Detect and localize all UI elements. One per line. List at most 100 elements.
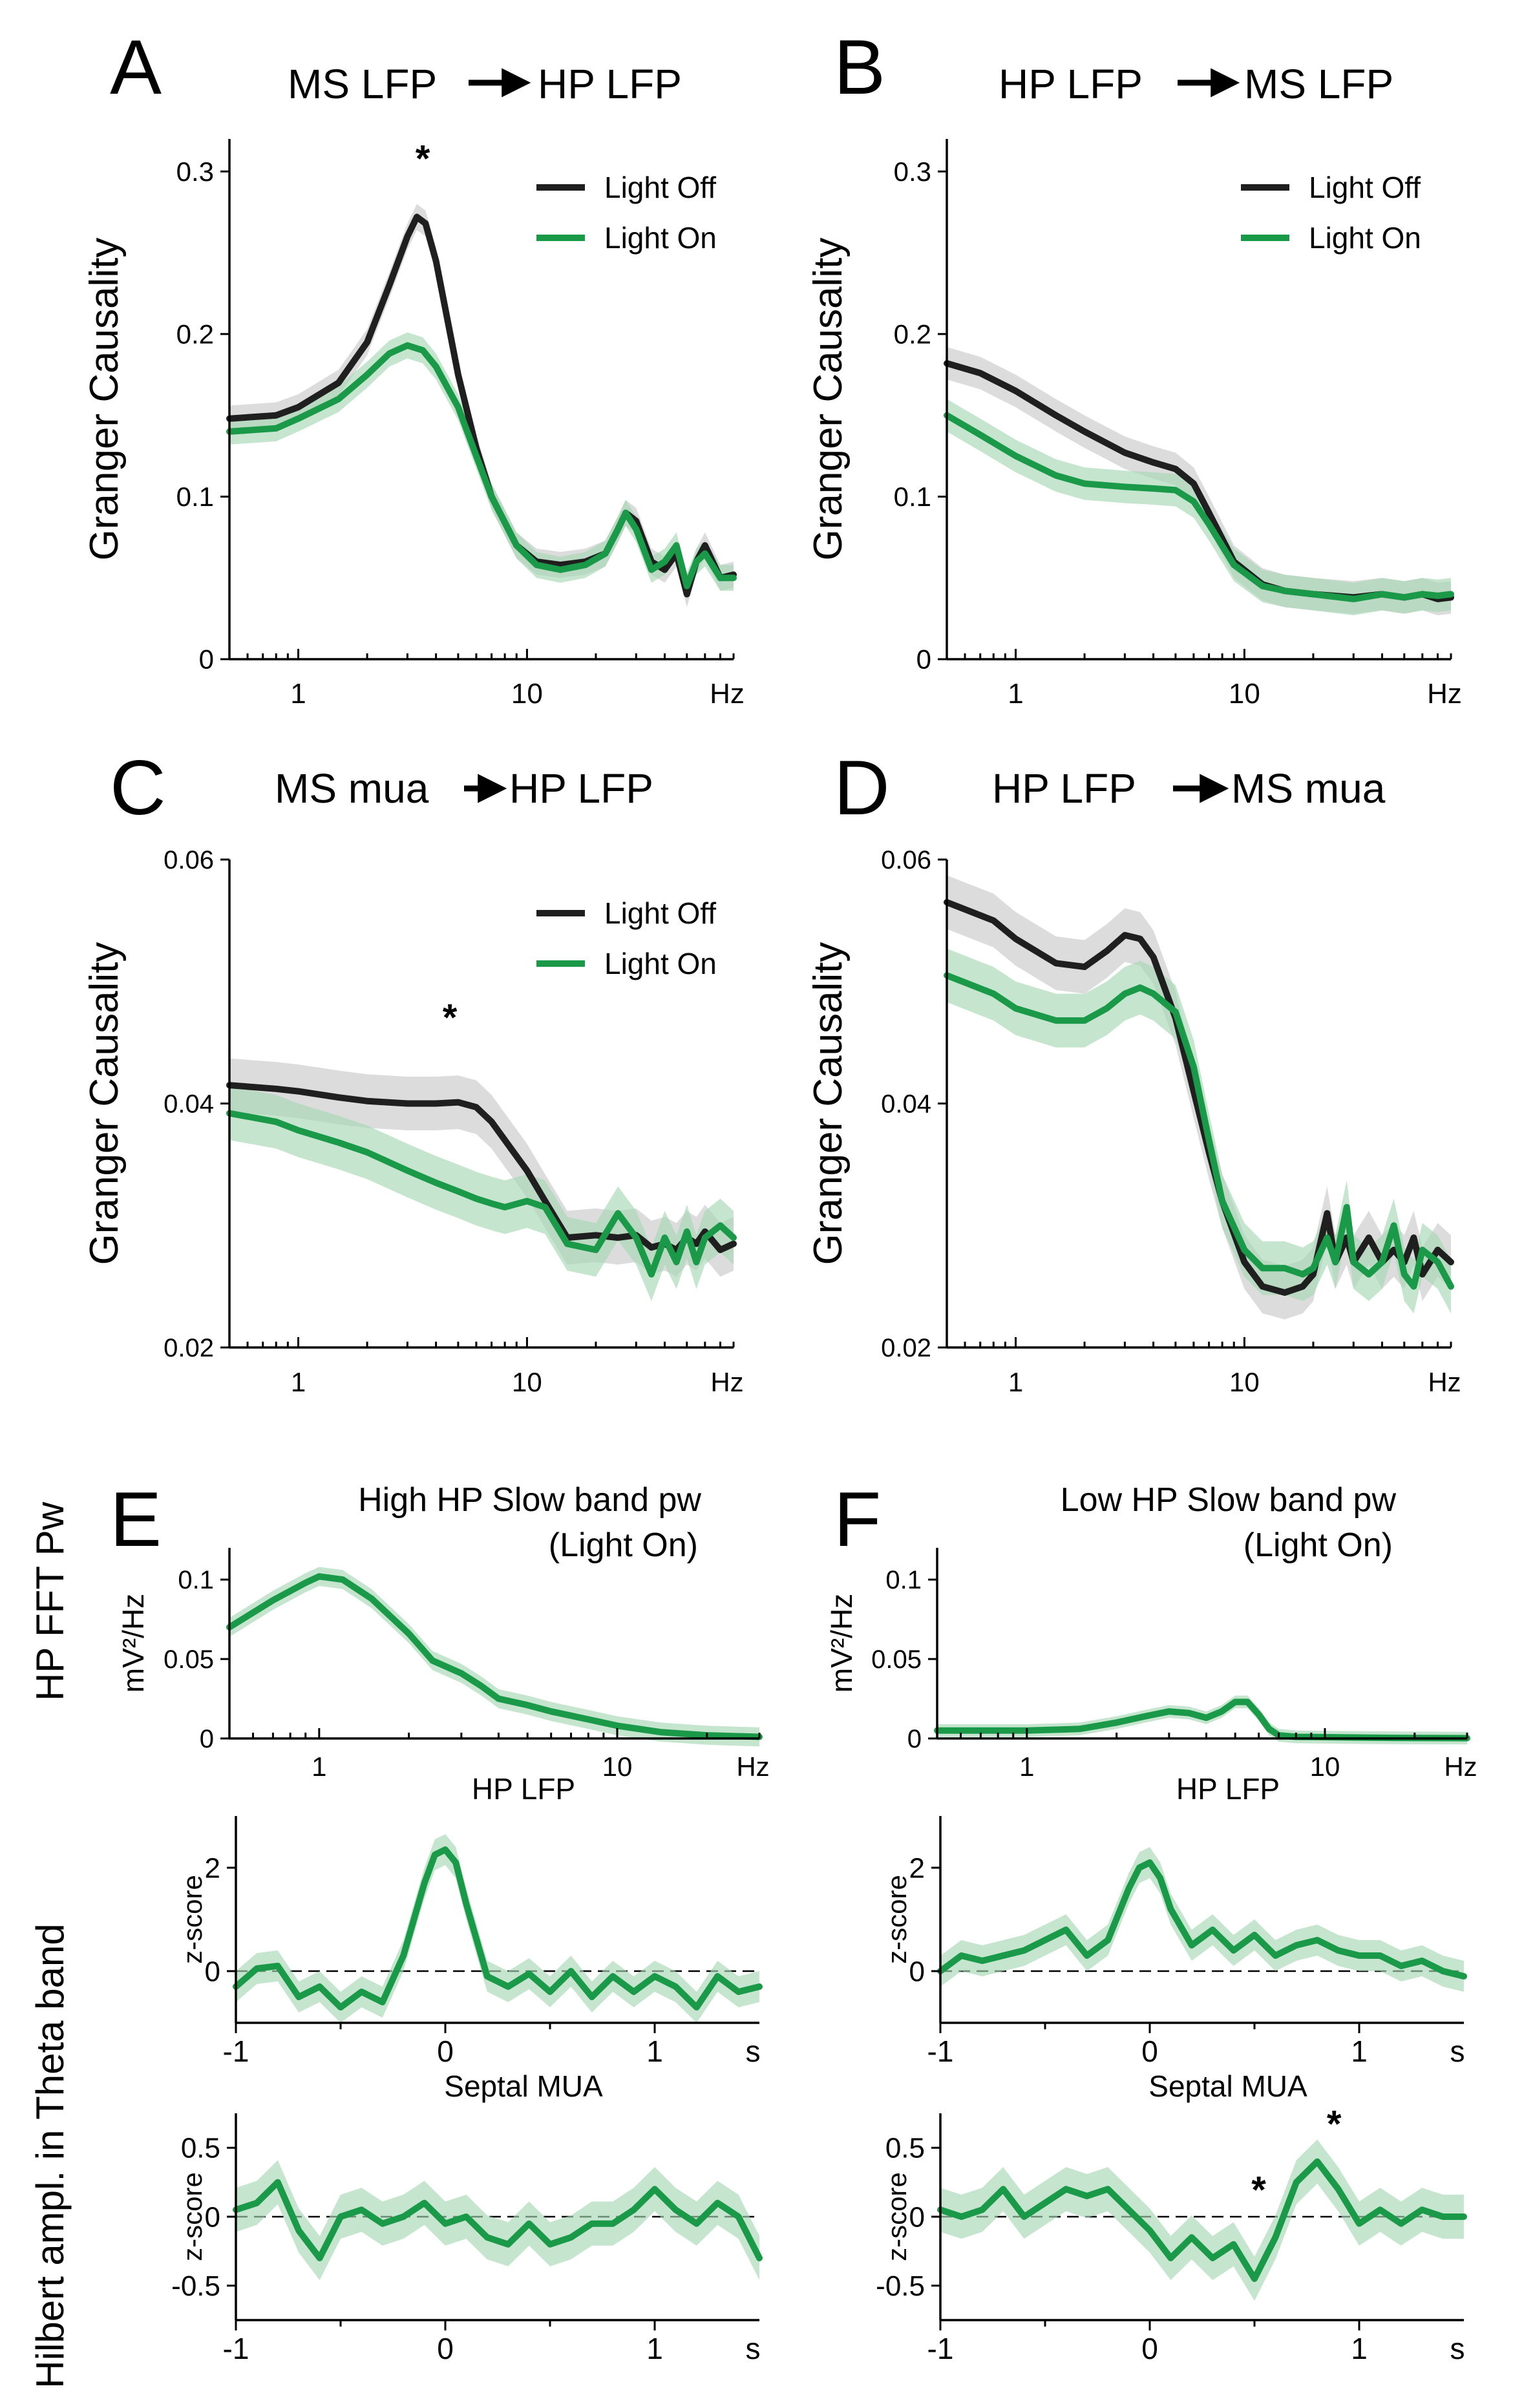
a-ytick-label: 0.1 (176, 481, 214, 512)
panel-c-title-target: HP LFP (509, 765, 653, 812)
a-significance-marker: * (416, 138, 430, 180)
a-ytick-label: 0 (199, 644, 214, 675)
c-y-axis-label: Granger Causality (82, 942, 127, 1265)
f-hp-xtick-label: -1 (927, 2034, 954, 2068)
f-fft-ytick-label: 0 (907, 1725, 922, 1753)
legend-a-label-off: Light Off (604, 171, 716, 204)
e-fft-xtick-label: 10 (602, 1751, 633, 1782)
e-fft-ytick-label: 0.1 (178, 1566, 214, 1594)
e-hp-x-unit-label: s (746, 2034, 761, 2068)
a-ytick-label: 0.2 (176, 319, 214, 350)
f-hp-ytick-label: 2 (909, 1852, 925, 1884)
e-mua-subtitle: Septal MUA (444, 2069, 603, 2103)
legend-b-label-on: Light On (1309, 221, 1421, 255)
e-mua-ytick-label: -0.5 (171, 2270, 220, 2302)
e-fft-ytick-label: 0.05 (164, 1645, 214, 1674)
f-mua-xtick-label: -1 (927, 2332, 954, 2365)
f-hp-y-axis-label: z-score (882, 1875, 912, 1964)
row-label-hilbert: Hilbert ampl. in Theta band (28, 1923, 72, 2388)
b-ytick-label: 0.2 (894, 319, 931, 350)
f-fft-y-axis-label: mV²/Hz (825, 1594, 858, 1693)
b-ytick-label: 0 (916, 644, 931, 675)
b-xtick-label: 10 (1229, 678, 1260, 710)
chart-f-septal-mua: -0.5 0 0.5 -1 0 1 s z-score Septal MUA * * (876, 2069, 1467, 2365)
legend-a-label-on: Light On (604, 221, 717, 255)
panel-f-title-line-1: Low HP Slow band pw (1061, 1481, 1397, 1519)
legend-c-label-on: Light On (604, 947, 717, 980)
e-hp-subtitle: HP LFP (472, 1772, 575, 1806)
a-line-light-off (226, 213, 737, 598)
e-hp-ytick-label: 0 (205, 1956, 220, 1987)
f-mua-x-unit-label: s (1450, 2332, 1465, 2365)
legend-a: Light Off Light On (536, 171, 717, 255)
b-y-axis-label: Granger Causality (806, 238, 851, 561)
e-mua-ytick-label: 0 (205, 2201, 220, 2233)
d-xtick-label: 10 (1229, 1367, 1260, 1397)
f-fft-xtick-label: 10 (1310, 1751, 1340, 1782)
e-fft-x-unit-label: Hz (736, 1751, 769, 1782)
panel-a-title-target: HP LFP (538, 61, 682, 107)
f-hp-subtitle: HP LFP (1176, 1772, 1280, 1806)
f-hp-xtick-label: 1 (1351, 2034, 1368, 2068)
d-line-light-off (944, 899, 1454, 1296)
d-x-unit-label: Hz (1428, 1367, 1461, 1397)
panel-letter-d: D (834, 745, 890, 831)
panel-e-title-line-1: High HP Slow band pw (358, 1481, 701, 1519)
e-mua-xtick-label: -1 (223, 2332, 249, 2365)
d-line-light-on (944, 972, 1454, 1290)
d-xtick-label: 1 (1008, 1367, 1023, 1397)
panel-f-title-line-2: (Light On) (1243, 1526, 1393, 1564)
chart-d: 0.02 0.04 0.06 1 10 Hz Granger Causality (806, 846, 1461, 1397)
e-mua-x-unit-label: s (746, 2332, 761, 2365)
e-mua-y-axis-label: z-score (177, 2172, 207, 2261)
c-xtick-label: 10 (512, 1367, 542, 1397)
f-mua-band-light-on (940, 2139, 1464, 2301)
e-mua-band-light-on (236, 2160, 759, 2281)
e-hp-xtick-label: -1 (223, 2034, 249, 2068)
c-x-unit-label: Hz (710, 1367, 743, 1397)
f-mua-ytick-label: 0.5 (885, 2133, 925, 2164)
e-hp-line-light-on (233, 1846, 763, 2011)
chart-c: 0.02 0.04 0.06 1 10 Hz Granger Causality * (82, 846, 744, 1397)
f-mua-xtick-label: 0 (1141, 2332, 1158, 2365)
chart-a: 0 0.1 0.2 0.3 1 10 Hz Granger Causality * (82, 138, 745, 710)
f-hp-x-unit-label: s (1450, 2034, 1465, 2068)
panel-b-title-source: HP LFP (999, 61, 1143, 107)
panel-a-title-source: MS LFP (288, 61, 437, 107)
a-ytick-label: 0.3 (176, 156, 214, 187)
d-y-axis-label: Granger Causality (806, 942, 851, 1265)
legend-b: Light Off Light On (1241, 171, 1421, 255)
panel-letter-c: C (110, 745, 166, 831)
d-ytick-label: 0.06 (881, 846, 931, 874)
e-fft-ytick-label: 0 (200, 1725, 214, 1753)
panel-letter-a: A (110, 24, 162, 111)
b-x-unit-label: Hz (1427, 678, 1462, 710)
e-hp-xtick-label: 1 (646, 2034, 663, 2068)
c-ytick-label: 0.02 (164, 1334, 214, 1362)
b-ytick-label: 0.1 (894, 481, 931, 512)
c-xtick-label: 1 (291, 1367, 306, 1397)
f-hp-band-light-on (940, 1847, 1464, 1992)
panel-letter-e: E (110, 1476, 162, 1563)
chart-e-fft: 0 0.05 0.1 1 10 Hz mV²/Hz (116, 1548, 770, 1782)
panel-d-title-source: HP LFP (992, 765, 1136, 812)
f-mua-significance-marker: * (1327, 2103, 1342, 2145)
f-hp-line-light-on (937, 1859, 1467, 1980)
e-mua-xtick-label: 0 (437, 2332, 454, 2365)
e-fft-xtick-label: 1 (312, 1751, 326, 1782)
f-hp-ytick-label: 0 (909, 1956, 925, 1987)
b-band-light-off (947, 347, 1451, 616)
f-mua-ytick-label: 0 (909, 2201, 925, 2233)
e-hp-band-light-on (236, 1834, 759, 2023)
a-x-unit-label: Hz (710, 678, 745, 710)
b-xtick-label: 1 (1008, 678, 1023, 710)
f-mua-xtick-label: 1 (1351, 2332, 1368, 2365)
e-fft-y-axis-label: mV²/Hz (116, 1594, 150, 1693)
e-mua-ytick-label: 0.5 (181, 2133, 220, 2164)
chart-f-hp-lfp: 0 2 -1 0 1 s z-score HP LFP (882, 1772, 1467, 2068)
a-line-light-on (226, 342, 737, 589)
f-mua-ytick-label: -0.5 (876, 2270, 925, 2302)
d-ytick-label: 0.04 (881, 1090, 931, 1119)
legend-b-label-off: Light Off (1309, 171, 1421, 204)
